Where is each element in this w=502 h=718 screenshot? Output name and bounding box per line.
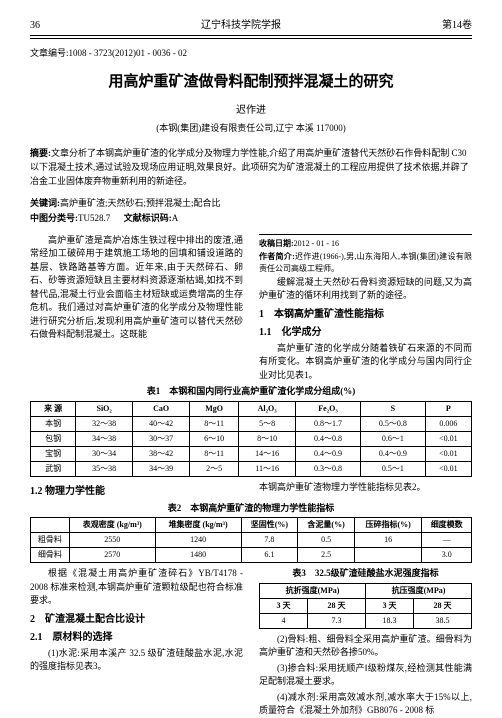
abstract-label: 摘要:: [30, 148, 51, 158]
para-2-1-1: (1)水泥:采用本溪产 32.5 级矿渣硅酸盐水泥,水泥的强度指标见表3。: [30, 647, 243, 674]
table-header: [31, 518, 70, 533]
table-header: 表观密度 (kg/m³): [69, 518, 155, 533]
keywords-text: 高炉重矿渣;天然砂石;预拌混凝土;配合比: [60, 198, 221, 208]
table-header: S: [360, 401, 425, 416]
para-2-1-4: (4)减水剂:采用高效减水剂,减水率大于15%以上,质量符合《混凝土外加剂》GB…: [259, 691, 472, 718]
keywords-label: 关键词:: [30, 198, 60, 208]
table-2-caption: 表2 本钢高炉重矿渣的物理力学性能指标: [30, 502, 472, 516]
table-header: 抗折强度(MPa): [260, 583, 366, 598]
class-label: 中图分类号:: [30, 213, 78, 223]
keywords: 关键词:高炉重矿渣;天然砂石;预拌混凝土;配合比: [30, 197, 472, 211]
table-header: P: [425, 401, 471, 416]
para-1-2b: 根据《混凝土用高炉重矿渣碎石》YB/T4178 - 2008 标准来检测,本钢高…: [30, 567, 243, 608]
table-row: 47.318.338.5: [260, 613, 472, 628]
section-1-1-heading: 1.1 化学成分: [259, 325, 472, 340]
table-header: 28 天: [413, 598, 471, 613]
table-header: 抗压强度(MPa): [365, 583, 471, 598]
table-1-caption: 表1 本钢和国内同行业高炉重矿渣化学成分组成(%): [30, 385, 472, 399]
doc-code-label: 文献标识码:: [124, 213, 172, 223]
table-row: 细骨料257014806.12.53.0: [31, 548, 472, 563]
journal-name: 辽宁科技学院学报: [201, 18, 281, 33]
body-columns: 高炉重矿渣是高炉冶炼生铁过程中排出的废渣,通常经加工破碎用于建筑施工场地的回填和…: [30, 234, 472, 718]
table-row: 宝钢30～3438～428～1114～160.4～0.90.4～0.9<0.01: [31, 446, 472, 461]
article-title: 用高炉重矿渣做骨料配制预拌混凝土的研究: [30, 71, 472, 94]
author-bio-label: 作者简介:: [259, 252, 295, 261]
section-1-2-heading: 1.2 物理力学性能: [30, 484, 243, 499]
volume-right: 第14卷: [442, 18, 472, 33]
footnote-block: 收稿日期:2012 - 01 - 16 作者简介:迟作进(1966-),男,山东…: [259, 234, 472, 275]
page-number-left: 36: [30, 18, 40, 33]
section-1-heading: 1 本钢高炉重矿渣性能指标: [259, 307, 472, 322]
doc-code: A: [172, 213, 179, 223]
section-2-1-heading: 2.1 原材料的选择: [30, 630, 243, 645]
table-3: 表3 32.5级矿渣硅酸盐水泥强度指标 抗折强度(MPa)抗压强度(MPa)3 …: [259, 567, 472, 629]
table-header: 细度模数: [422, 518, 472, 533]
intro-para-1: 高炉重矿渣是高炉冶炼生铁过程中排出的废渣,通常经加工破碎用于建筑施工场地的回填和…: [30, 234, 243, 342]
affiliation: (本钢(集团)建设有限责任公司,辽宁 本溪 117000): [30, 122, 472, 136]
recv-date-label: 收稿日期:: [259, 239, 294, 248]
table-header: 含泥量(%): [298, 518, 355, 533]
table-header: 堆集密度 (kg/m³): [155, 518, 241, 533]
para-2-1-2: (2)骨料:粗、细骨料全采用高炉重矿渣。细骨料为高炉重矿渣和天然砂各掺50%。: [259, 633, 472, 660]
article-id: 文章编号:1008 - 3723(2012)01 - 0036 - 02: [30, 47, 472, 61]
table-header: 来 源: [31, 401, 76, 416]
table-2: 表2 本钢高炉重矿渣的物理力学性能指标 表观密度 (kg/m³)堆集密度 (kg…: [30, 502, 472, 564]
table-header: 3 天: [260, 598, 308, 613]
table-3-caption: 表3 32.5级矿渣硅酸盐水泥强度指标: [259, 567, 472, 581]
table-header: 28 天: [307, 598, 365, 613]
author-name: 迟作进: [30, 103, 472, 118]
table-header: CaO: [133, 401, 190, 416]
para-1-2: 本钢高炉重矿渣物理力学性能指标见表2。: [259, 481, 472, 495]
table-row: 包钢34～3830～376～108～100.4～0.80.6～1<0.01: [31, 431, 472, 446]
table-header: 坚固性(%): [241, 518, 298, 533]
recv-date: 2012 - 01 - 16: [294, 239, 339, 248]
section-2-heading: 2 矿渣混凝土配合比设计: [30, 612, 243, 627]
class-no: TU528.7: [78, 213, 110, 223]
classification-line: 中图分类号:TU528.7 文献标识码:A: [30, 212, 472, 226]
abstract: 摘要:文章分析了本钢高炉重矿渣的化学成分及物理力学性能,介绍了用高炉重矿渣替代天…: [30, 146, 472, 189]
table-row: 粗骨料255012407.80.516—: [31, 533, 472, 548]
para-1-1: 高炉重矿渣的化学成分随着铁矿石来源的不同而有所变化。本钢高炉重矿渣的化学成分与国…: [259, 342, 472, 383]
intro-para-2: 缓解混凝土天然砂石骨料资源短缺的问题,又为高炉重矿渣的循环利用找到了新的途径。: [259, 276, 472, 303]
table-row: 武钢35～3834～392～511～160.3～0.80.5～1<0.01: [31, 461, 472, 476]
abstract-text: 文章分析了本钢高炉重矿渣的化学成分及物理力学性能,介绍了用高炉重矿渣替代天然砂石…: [30, 148, 469, 187]
running-header: 36 辽宁科技学院学报 第14卷: [30, 18, 472, 36]
table-header: Fe₂O₃: [296, 401, 361, 416]
para-2-1-3: (3)掺合料:采用抚顺产Ⅰ级粉煤灰,经检测其性能满足配制混凝土要求。: [259, 662, 472, 689]
table-header: MgO: [190, 401, 239, 416]
table-header: Al₂O₃: [239, 401, 296, 416]
table-1: 表1 本钢和国内同行业高炉重矿渣化学成分组成(%) 来 源SiO₂CaOMgOA…: [30, 385, 472, 477]
table-row: 本钢32～3840～428～115～80.8～1.70.5～0.80.006: [31, 416, 472, 431]
table-header: 3 天: [365, 598, 413, 613]
table-header: 压碎指标(%): [354, 518, 421, 533]
table-header: SiO₂: [76, 401, 133, 416]
